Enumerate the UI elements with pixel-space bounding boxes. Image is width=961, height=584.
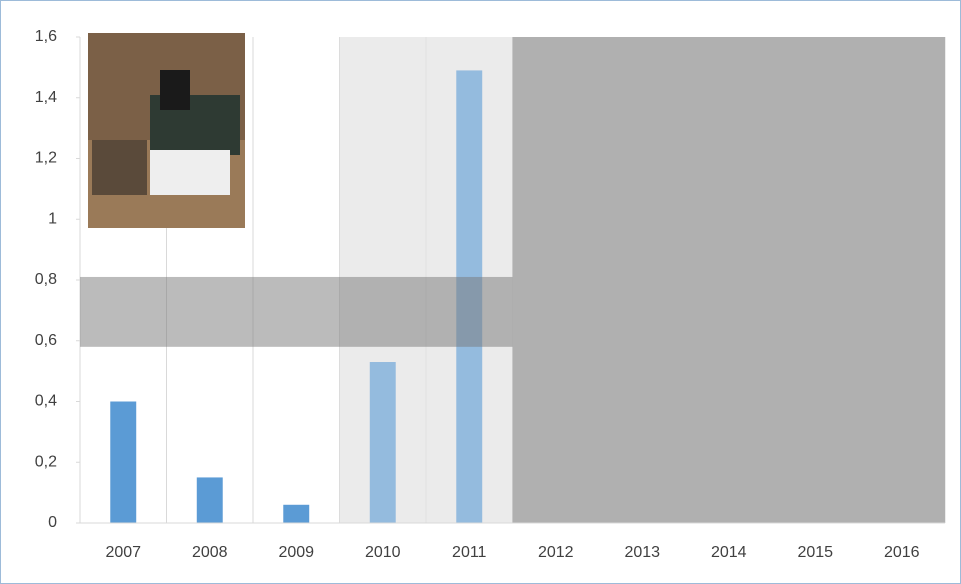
photo [88,33,245,228]
bar [283,504,310,523]
photo-part [150,150,230,195]
y-tick-label: 0,6 [35,332,57,349]
x-tick-label: 2008 [192,544,228,561]
y-tick-label: 1,6 [35,28,57,45]
x-tick-label: 2012 [538,544,574,561]
x-tick-label: 2015 [797,544,833,561]
photo-part [92,140,147,195]
bar [196,477,223,523]
x-tick-label: 2011 [452,544,487,561]
x-tick-label: 2009 [278,544,314,561]
y-tick-label: 0,8 [35,271,57,288]
y-tick-label: 1 [48,210,57,227]
x-tick-label: 2007 [105,544,141,561]
y-tick-label: 0 [48,514,57,531]
y-tick-label: 1,4 [35,89,57,106]
shaded-region [512,37,945,523]
y-tick-label: 1,2 [35,150,57,167]
photo-part [160,70,190,110]
bar [110,401,137,523]
x-tick-label: 2013 [624,544,660,561]
y-tick-label: 0,4 [35,393,57,410]
x-tick-label: 2014 [711,544,747,561]
y-tick-label: 0,2 [35,453,57,470]
x-tick-label: 2010 [365,544,401,561]
x-tick-label: 2016 [884,544,920,561]
bar [369,362,396,523]
